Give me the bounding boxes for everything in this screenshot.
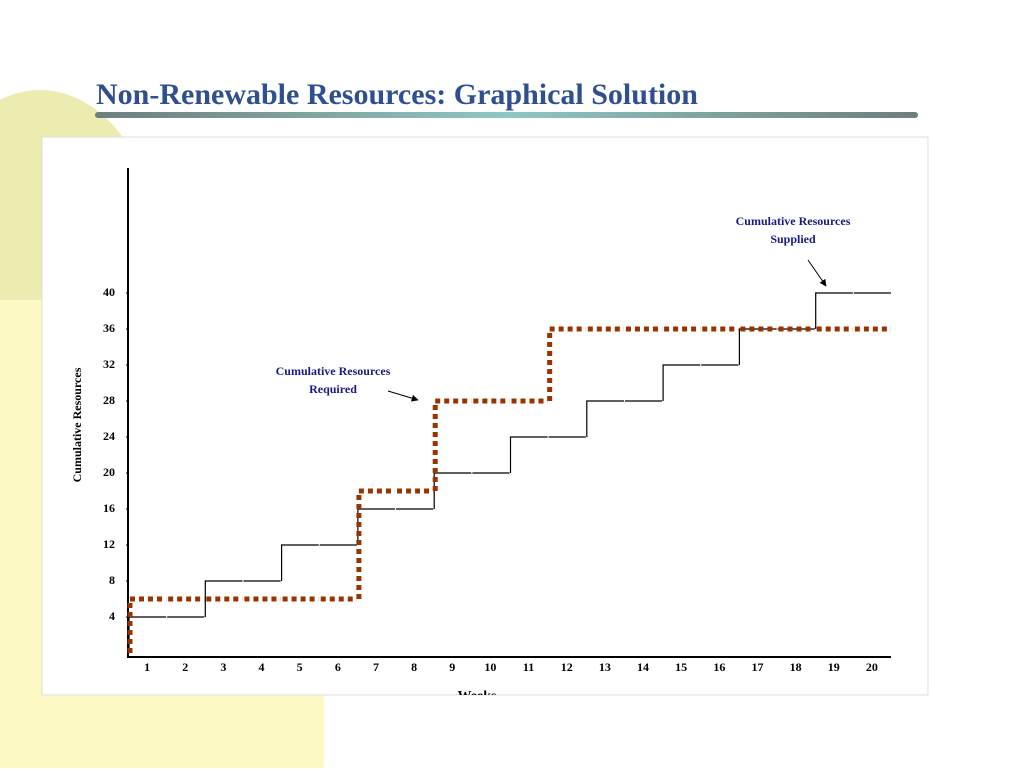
y-tick-label: 20 xyxy=(103,465,115,479)
x-tick-label: 1 xyxy=(144,660,150,674)
step-segment xyxy=(204,580,243,617)
annotation-arrow xyxy=(387,390,419,402)
y-tick-label: 8 xyxy=(109,573,115,587)
x-tick-label: 9 xyxy=(449,660,455,674)
x-tick-label: 4 xyxy=(259,660,265,674)
chart-panel xyxy=(41,136,929,696)
x-tick-label: 11 xyxy=(523,660,534,674)
step-segment xyxy=(432,398,472,491)
x-tick-label: 5 xyxy=(297,660,303,674)
x-tick-label: 14 xyxy=(637,660,649,674)
x-tick-label: 15 xyxy=(675,660,687,674)
step-segment xyxy=(281,544,319,581)
x-tick-label: 17 xyxy=(751,660,763,674)
y-tick-label: 36 xyxy=(103,321,115,335)
title-underline xyxy=(95,112,918,118)
x-tick-label: 3 xyxy=(220,660,226,674)
slide-title: Non-Renewable Resources: Graphical Solut… xyxy=(96,78,698,111)
x-tick-label: 7 xyxy=(373,660,379,674)
x-axis-label: Weeks xyxy=(458,689,497,704)
x-tick-label: 6 xyxy=(335,660,341,674)
step-segment xyxy=(738,328,777,365)
step-segment xyxy=(509,436,548,473)
x-tick-label: 16 xyxy=(713,660,725,674)
annotation: Cumulative Resources Supplied xyxy=(736,214,851,246)
step-segment xyxy=(356,488,396,599)
y-tick-label: 28 xyxy=(103,393,115,407)
x-tick-label: 13 xyxy=(599,660,611,674)
y-tick-label: 32 xyxy=(103,357,115,371)
x-tick-label: 2 xyxy=(182,660,188,674)
y-tick-label: 4 xyxy=(109,609,115,623)
step-segment xyxy=(815,292,853,329)
x-tick-label: 12 xyxy=(561,660,573,674)
y-tick-label: 16 xyxy=(103,501,115,515)
y-tick-label: 12 xyxy=(103,537,115,551)
x-tick-label: 10 xyxy=(484,660,496,674)
x-tick-label: 8 xyxy=(411,660,417,674)
step-segment xyxy=(586,400,624,437)
x-tick-label: 18 xyxy=(790,660,802,674)
step-segment xyxy=(127,596,167,653)
annotation-arrow xyxy=(807,259,827,287)
y-axis-label: Cumulative Resources xyxy=(70,367,84,482)
y-tick-label: 40 xyxy=(103,285,115,299)
x-tick-label: 19 xyxy=(828,660,840,674)
x-tick-label: 20 xyxy=(866,660,878,674)
y-tick-label: 24 xyxy=(103,429,115,443)
step-segment xyxy=(547,326,586,401)
step-segment xyxy=(662,364,701,401)
annotation: Cumulative Resources Required xyxy=(276,364,391,396)
